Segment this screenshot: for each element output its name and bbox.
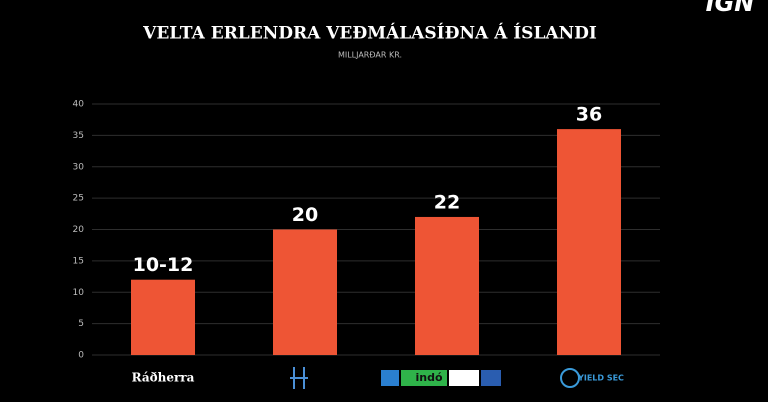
y-tick-label: 40 xyxy=(73,100,85,110)
y-tick-label: 0 xyxy=(78,351,84,361)
logo xyxy=(290,367,308,389)
chart-subtitle: MILLJARÐAR KR. xyxy=(338,51,402,60)
value-label: 22 xyxy=(434,191,460,213)
x-tick-label: indó xyxy=(415,371,442,384)
bar xyxy=(557,129,621,355)
logo-boxes xyxy=(381,370,501,386)
y-tick-label: 25 xyxy=(73,194,84,204)
y-tick-label: 10 xyxy=(73,288,85,298)
bar xyxy=(273,229,337,355)
y-tick-label: 20 xyxy=(73,225,85,235)
chart-title: VELTA ERLENDRA VEÐMÁLASÍÐNA Á ÍSLANDI xyxy=(142,23,597,44)
y-tick-label: 5 xyxy=(78,319,84,329)
y-tick-label: 30 xyxy=(73,162,85,172)
watermark: IGN xyxy=(706,0,755,17)
logo-circle xyxy=(560,368,580,388)
value-label: 36 xyxy=(576,104,602,126)
bar xyxy=(131,279,195,355)
x-tick-label: YIELD SEC xyxy=(577,374,624,383)
bar xyxy=(415,216,479,355)
y-tick-label: 15 xyxy=(73,256,84,266)
value-label: 10-12 xyxy=(133,254,194,276)
y-tick-label: 35 xyxy=(73,131,84,141)
value-label: 20 xyxy=(292,204,318,226)
x-tick-label: Ráðherra xyxy=(132,371,195,385)
